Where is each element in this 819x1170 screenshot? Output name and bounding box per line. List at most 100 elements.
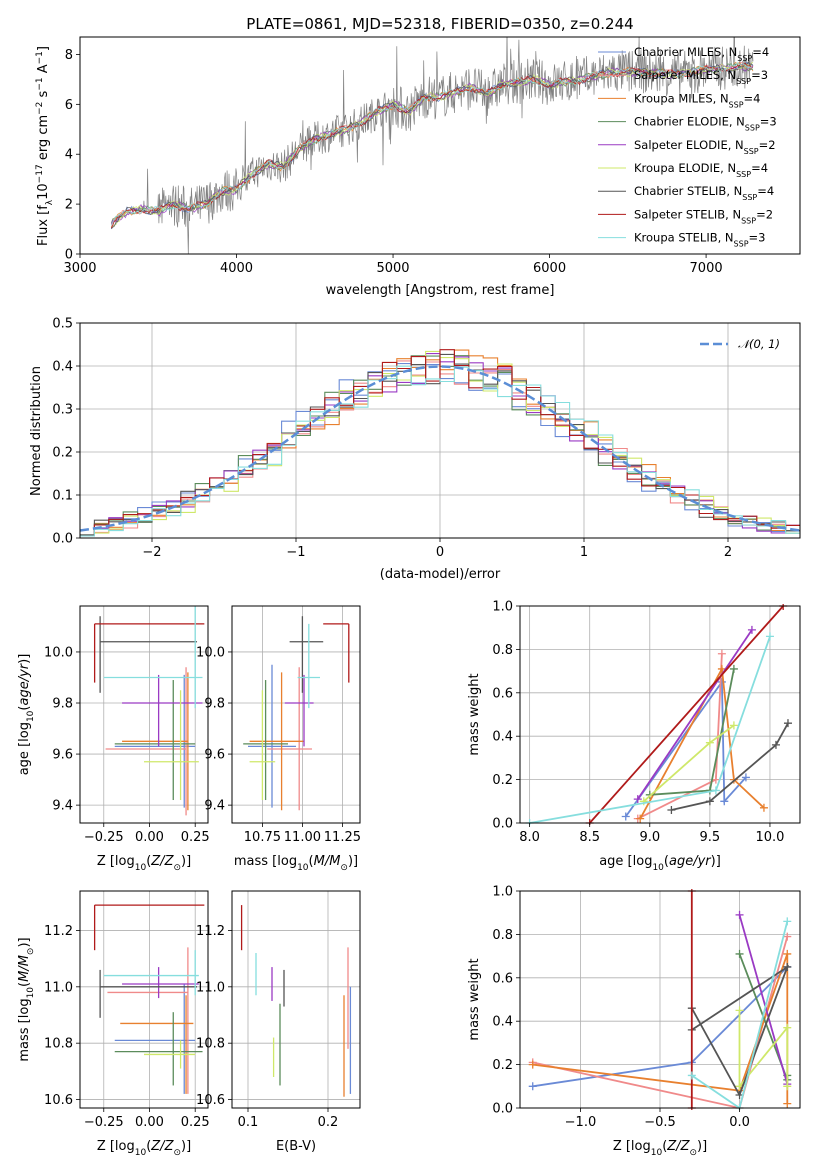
y-tick-label: 0 xyxy=(65,248,73,263)
weight-marker-salpeter-elodie xyxy=(747,625,756,634)
weight-lines xyxy=(525,604,792,825)
y-axis-label: mass weight xyxy=(467,673,482,755)
x-tick-label: −0.25 xyxy=(84,830,124,845)
y-tick-label: 10.6 xyxy=(196,1093,225,1108)
y-axis-label: Flux [fλ10−17 erg cm−2 s−1 A−1] xyxy=(35,46,55,246)
weight-marker-salpeter-miles xyxy=(783,932,792,941)
y-tick-label: 6 xyxy=(65,98,73,113)
axes-frame xyxy=(79,605,209,824)
weight-marker-salpeter-elodie xyxy=(735,910,744,919)
x-tick-label: 0 xyxy=(436,545,444,560)
weight-marker-chabrier-stelib xyxy=(783,962,792,971)
massweight-vs-age-panel: 8.0 8.5 9.0 9.5 10.0 0.0 0.2 0.4 0.6 0.8 1.0 age [l… xyxy=(467,600,801,873)
y-tick-label: 0.5 xyxy=(52,317,73,332)
legend-label-kroupa-stelib: Kroupa STELIB, NSSP=3 xyxy=(634,231,765,249)
x-axis-label: Z [log10(Z/Z⊙)] xyxy=(613,1139,707,1158)
weight-lines xyxy=(528,889,792,1110)
legend-label-gaussian: 𝒩(0, 1) xyxy=(738,337,780,351)
x-tick-label: 8.0 xyxy=(519,830,540,845)
y-axis-label: mass [log10(M/M⊙)] xyxy=(17,937,36,1061)
age-vs-mass-panel: 10.75 11.00 11.25 9.4 9.6 9.8 10.0 mass [log10(… xyxy=(196,605,361,873)
weight-marker-kroupa-elodie xyxy=(783,1082,792,1091)
x-axis-label: Z [log10(Z/Z⊙)] xyxy=(97,1139,191,1158)
model-spectrum-kroupa-stelib xyxy=(110,61,754,226)
age-vs-metallicity-panel: −0.25 0.00 0.25 9.4 9.6 9.8 10.0 Z [log10(Z/Z⊙)… xyxy=(17,605,210,873)
weight-marker-chabrier-elodie xyxy=(729,664,738,673)
x-tick-label: 11.00 xyxy=(284,830,321,845)
residuals-panel: −2 −1 0 1 2 0.0 0.1 0.2 0.3 0.4 0.5 (data-model)/er… xyxy=(29,317,801,582)
weight-marker-chabrier-miles xyxy=(741,773,750,782)
weight-marker-chabrier-miles xyxy=(528,1082,537,1091)
weight-line-salpeter-stelib xyxy=(589,605,784,824)
weight-marker-chabrier-miles xyxy=(720,797,729,806)
y-tick-label: 0.2 xyxy=(52,446,73,461)
x-axis-label: mass [log10(M/M⊙)] xyxy=(234,854,358,873)
weight-marker-kroupa-stelib xyxy=(783,917,792,926)
y-tick-label: 0.3 xyxy=(52,403,73,418)
y-tick-label: 0.0 xyxy=(492,817,513,832)
weight-marker-chabrier-elodie xyxy=(735,949,744,958)
y-tick-label: 0.6 xyxy=(492,686,513,701)
x-tick-label: 0.0 xyxy=(729,1115,750,1130)
histogram-salpeter-stelib xyxy=(80,349,800,537)
error-bars xyxy=(240,905,352,1097)
x-axis-label: Z [log10(Z/Z⊙)] xyxy=(97,854,191,873)
x-axis-label: age [log10(age/yr)] xyxy=(599,854,721,873)
weight-line-kroupa-miles xyxy=(639,665,765,820)
x-tick-label: 6000 xyxy=(533,261,566,276)
y-tick-label: 0.8 xyxy=(492,928,513,943)
x-tick-label: 0.00 xyxy=(135,830,164,845)
weight-marker-chabrier-stelib xyxy=(667,805,676,814)
y-tick-label: 9.6 xyxy=(204,748,225,763)
mass-vs-metallicity-panel: −0.25 0.00 0.25 10.6 10.8 11.0 11.2 Z [log10(Z/… xyxy=(17,890,210,1158)
weight-marker-chabrier-stelib xyxy=(783,719,792,728)
weight-marker-kroupa-miles xyxy=(636,814,645,823)
y-tick-label: 11.0 xyxy=(44,980,73,995)
weight-marker-kroupa-elodie xyxy=(735,1006,744,1015)
x-tick-label: −1 xyxy=(286,545,305,560)
x-tick-label: 4000 xyxy=(220,261,253,276)
histograms xyxy=(80,349,800,537)
weight-line-kroupa-elodie xyxy=(738,1010,789,1089)
x-tick-label: 0.25 xyxy=(181,830,210,845)
weight-marker-kroupa-stelib xyxy=(687,1071,696,1080)
y-tick-label: 0.6 xyxy=(492,971,513,986)
error-bars xyxy=(93,606,205,816)
weight-line-chabrier-stelib xyxy=(691,964,790,1098)
x-tick-label: 1 xyxy=(580,545,588,560)
y-tick-label: 1.0 xyxy=(492,885,513,900)
y-tick-label: 10.8 xyxy=(196,1037,225,1052)
y-tick-label: 8 xyxy=(65,48,73,63)
x-tick-label: 0.25 xyxy=(181,1115,210,1130)
x-axis-label: (data-model)/error xyxy=(380,567,501,582)
y-tick-label: 0.0 xyxy=(52,532,73,547)
y-tick-label: 9.4 xyxy=(204,799,225,814)
x-tick-label: 7000 xyxy=(690,261,723,276)
y-axis-label: mass weight xyxy=(467,958,482,1040)
weight-marker-kroupa-miles xyxy=(528,1060,537,1069)
weight-line-chabrier-stelib xyxy=(671,722,789,811)
y-tick-label: 0.4 xyxy=(492,730,513,745)
x-tick-label: 8.5 xyxy=(579,830,600,845)
legend-label-kroupa-miles: Kroupa MILES, NSSP=4 xyxy=(634,91,760,109)
axes-frame xyxy=(519,605,801,824)
axes-frame xyxy=(231,890,361,1109)
spectrum-panel: 3000 4000 5000 6000 7000 0 2 4 6 8 wavelength [Ang… xyxy=(35,36,801,298)
massweight-vs-metallicity-panel: −1.0 −0.5 0.0 0.0 0.2 0.4 0.6 0.8 1.0 Z [log10(Z/… xyxy=(467,885,801,1158)
x-tick-label: 5000 xyxy=(376,261,409,276)
weight-marker-chabrier-stelib xyxy=(771,740,780,749)
weight-marker-kroupa-miles xyxy=(783,1099,792,1108)
axes-frame xyxy=(79,36,801,255)
y-tick-label: 2 xyxy=(65,198,73,213)
x-axis-label: E(B-V) xyxy=(276,1139,316,1154)
legend-label-kroupa-elodie: Kroupa ELODIE, NSSP=4 xyxy=(634,161,768,179)
y-axis-label: age [log10(age/yr)] xyxy=(17,654,36,776)
y-tick-label: 0.2 xyxy=(492,1058,513,1073)
weight-marker-chabrier-miles xyxy=(717,677,726,686)
legend-label-chabrier-stelib: Chabrier STELIB, NSSP=4 xyxy=(634,184,774,202)
spectrum-lines xyxy=(110,37,754,254)
weight-marker-chabrier-stelib xyxy=(705,797,714,806)
y-tick-label: 0.4 xyxy=(492,1015,513,1030)
y-tick-label: 9.8 xyxy=(52,697,73,712)
